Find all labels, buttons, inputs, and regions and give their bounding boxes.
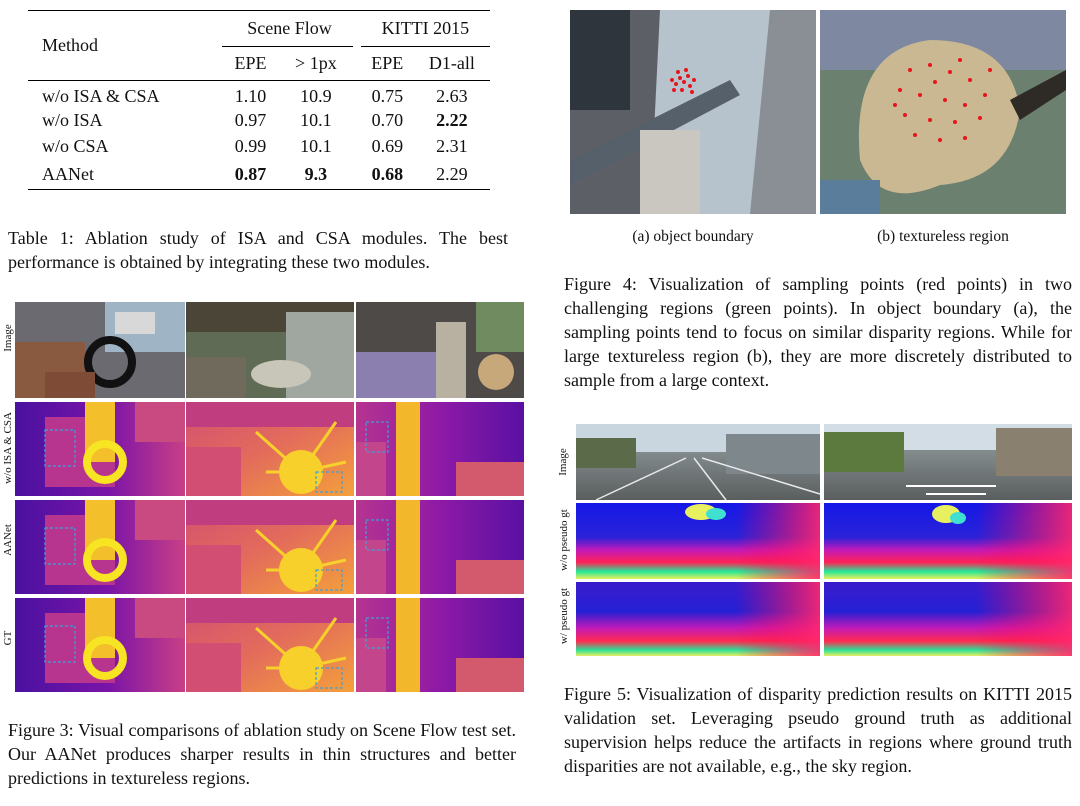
col-1px: > 1px <box>295 53 337 73</box>
col-d1-all: D1-all <box>428 53 475 73</box>
scene-image-2 <box>186 302 354 398</box>
scene-image-1 <box>15 302 185 398</box>
figure-4a-image <box>570 10 816 214</box>
row-label-gt: GT <box>2 630 14 646</box>
table-1: Method Scene Flow KITTI 2015 EPE > 1px E… <box>28 10 490 190</box>
header-scene-flow: Scene Flow <box>222 10 353 47</box>
table-row: w/o ISA & CSA 1.10 10.9 0.75 2.63 <box>28 80 490 108</box>
figure-4b-label: (b) textureless region <box>877 228 1009 245</box>
row-label-wo-isa-csa: w/o ISA & CSA <box>2 412 14 484</box>
figure-5-caption: Figure 5: Visualization of disparity pre… <box>564 684 1072 776</box>
table-row: AANet 0.87 9.3 0.68 2.29 <box>28 160 490 190</box>
header-kitti-2015: KITTI 2015 <box>360 10 490 47</box>
table-row: w/o ISA 0.97 10.1 0.70 2.22 <box>42 110 468 130</box>
row-label-wo-pseudo-gt: w/o pseudo gt <box>558 509 570 571</box>
table-row: w/o CSA 0.99 10.1 0.69 2.31 <box>42 136 468 156</box>
figure-3: Image w/o ISA & CSA AANet GT <box>0 302 530 694</box>
scene-image-3 <box>356 302 524 398</box>
figure-4b-image <box>820 10 1066 214</box>
disparity-map-grid <box>15 402 524 694</box>
ablation-table: Method Scene Flow KITTI 2015 EPE > 1px E… <box>28 10 490 190</box>
kitti-image-1 <box>576 424 821 501</box>
kitti-grid <box>576 424 1072 656</box>
col-epe-kitti: EPE <box>371 53 404 73</box>
row-label-image: Image <box>557 448 569 476</box>
table-1-caption: Table 1: Ablation study of ISA and CSA m… <box>8 228 508 272</box>
row-label-aanet: AANet <box>2 524 14 556</box>
figure-3-caption: Figure 3: Visual comparisons of ablation… <box>8 720 516 788</box>
figure-5: Image w/o pseudo gt w/ pseudo gt <box>556 424 1072 656</box>
row-label-w-pseudo-gt: w/ pseudo gt <box>558 587 570 645</box>
col-epe-sf: EPE <box>234 53 267 73</box>
figure-4-caption: Figure 4: Visualization of sampling poin… <box>564 274 1072 390</box>
header-method: Method <box>42 35 98 55</box>
row-label-image: Image <box>2 324 14 352</box>
kitti-image-2 <box>824 424 1072 500</box>
figure-4a-label: (a) object boundary <box>632 228 754 245</box>
